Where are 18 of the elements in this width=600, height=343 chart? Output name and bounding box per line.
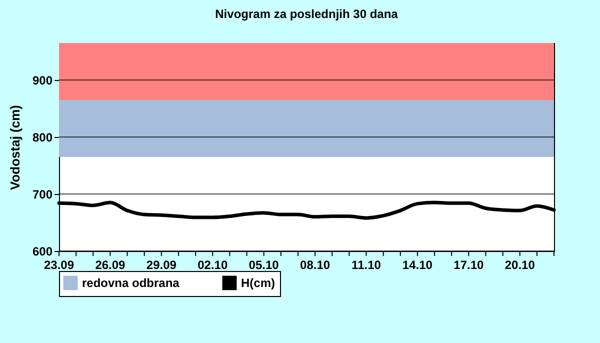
x-tick-label: 29.09 bbox=[146, 258, 177, 272]
x-tick-label: 08.10 bbox=[300, 258, 330, 272]
legend-label: redovna odbrana bbox=[82, 276, 180, 290]
x-tick-label: 26.09 bbox=[95, 258, 126, 272]
y-tick-label: 900 bbox=[32, 74, 53, 88]
x-tick-label: 14.10 bbox=[402, 258, 433, 272]
x-tick-label: 05.10 bbox=[248, 258, 280, 272]
x-tick-label: 11.10 bbox=[352, 258, 382, 272]
x-tick-label: 17.10 bbox=[454, 258, 484, 272]
chart-title: Nivogram za poslednjih 30 dana bbox=[215, 7, 398, 21]
x-tick-label: 20.10 bbox=[504, 258, 536, 272]
y-tick-label: 700 bbox=[32, 188, 53, 202]
x-tick-label: 23.09 bbox=[44, 258, 74, 272]
y-tick-label: 600 bbox=[32, 244, 53, 258]
y-tick-label: 800 bbox=[32, 130, 53, 145]
legend-label: H(cm) bbox=[241, 276, 276, 290]
x-tick-label: 02.10 bbox=[198, 258, 228, 272]
y-axis-title: Vodostaj (cm) bbox=[7, 105, 22, 190]
